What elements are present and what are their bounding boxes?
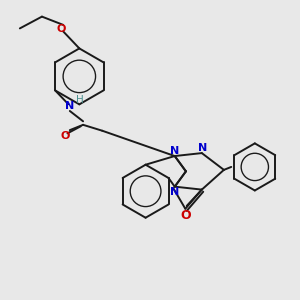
- Text: O: O: [56, 24, 66, 34]
- Text: O: O: [180, 209, 190, 222]
- Text: N: N: [169, 187, 179, 197]
- Text: N: N: [198, 143, 207, 153]
- Text: O: O: [61, 131, 70, 141]
- Text: H: H: [76, 95, 84, 105]
- Text: N: N: [65, 101, 74, 111]
- Text: N: N: [169, 146, 179, 156]
